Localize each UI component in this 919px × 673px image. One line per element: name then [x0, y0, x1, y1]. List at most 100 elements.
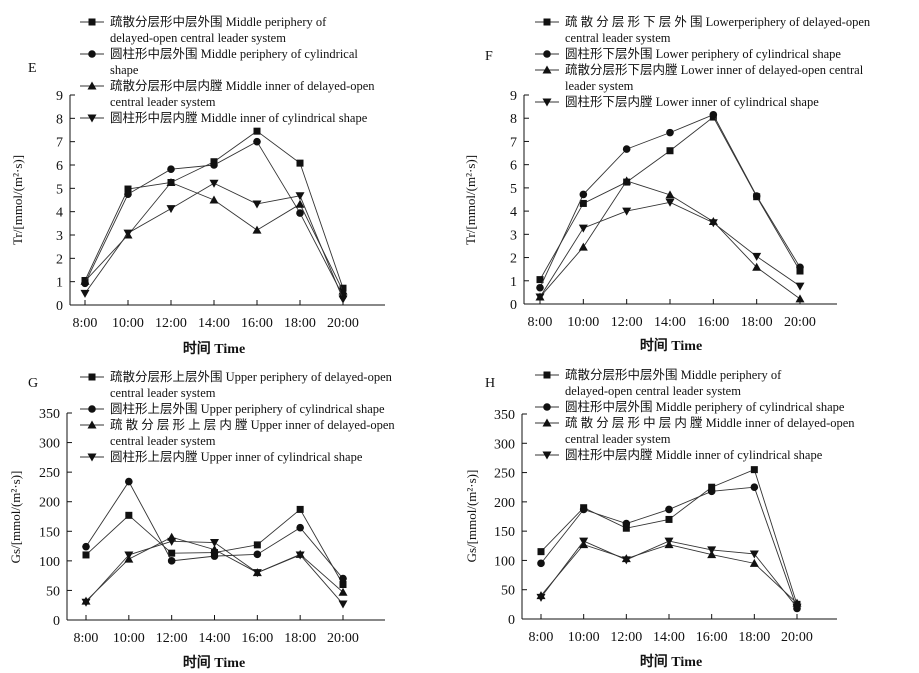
- x-tick-label: 18:00: [738, 630, 770, 645]
- x-tick-label: 12:00: [156, 631, 188, 646]
- legend-label: 疏散分层形中层外围 Middle periphery of: [565, 367, 782, 382]
- data-point: [707, 546, 717, 555]
- legend-label: central leader system: [110, 434, 216, 448]
- data-point: [82, 551, 90, 559]
- data-point: [579, 190, 588, 199]
- data-point: [124, 185, 132, 193]
- data-point: [253, 550, 262, 559]
- data-point: [795, 282, 805, 291]
- data-point: [253, 137, 261, 146]
- legend-label: 圆柱形上层外围 Upper periphery of cylindrical s…: [110, 401, 385, 416]
- data-point: [709, 110, 718, 119]
- legend-item: 疏 散 分 层 形 中 层 内 膛 Middle inner of delaye…: [535, 415, 855, 446]
- x-tick-label: 8:00: [528, 315, 553, 330]
- y-tick-label: 4: [56, 206, 63, 221]
- legend-marker: [87, 114, 97, 123]
- legend-marker: [87, 81, 97, 90]
- y-axis-label: Tr/[mmol/(m²·s)]: [463, 155, 478, 245]
- legend-label: 疏 散 分 层 形 上 层 内 膛 Upper inner of delayed…: [110, 417, 395, 432]
- data-point: [81, 598, 91, 607]
- data-point: [622, 145, 631, 153]
- series-3: [536, 540, 802, 607]
- x-axis-label: 时间 Time: [640, 337, 702, 354]
- data-point: [792, 603, 802, 612]
- data-point: [665, 515, 673, 523]
- data-point: [80, 276, 90, 285]
- x-tick-label: 20:00: [327, 316, 359, 331]
- data-point: [750, 466, 758, 474]
- data-point: [209, 179, 219, 188]
- x-tick-label: 14:00: [653, 630, 685, 645]
- data-point: [338, 587, 348, 596]
- data-point: [167, 537, 177, 546]
- y-tick-label: 250: [39, 466, 60, 481]
- data-point: [253, 127, 261, 135]
- y-tick-label: 3: [56, 229, 63, 244]
- data-point: [168, 549, 176, 557]
- legend-marker: [88, 50, 96, 58]
- data-point: [622, 207, 632, 216]
- data-point: [167, 165, 175, 173]
- data-point: [579, 537, 589, 546]
- chart-panel-g: G 0 50 100 150 200 250 300 350 8:00 10:00 12:00 14:0…: [8, 369, 395, 671]
- legend-label: 圆柱形中层外围 Middle periphery of cylindrical …: [565, 399, 845, 414]
- series-line: [539, 180, 801, 300]
- legend-label: 圆柱形中层外围 Middle periphery of cylindrical: [110, 46, 358, 61]
- x-tick-label: 8:00: [74, 631, 99, 646]
- x-tick-label: 8:00: [529, 630, 554, 645]
- data-point: [622, 519, 631, 528]
- legend: 疏散分层形中层外围 Middle periphery of delayed-ope…: [535, 367, 855, 462]
- legend-marker: [87, 453, 97, 462]
- x-axis-label: 时间 Time: [183, 654, 245, 671]
- series-1: [537, 466, 801, 608]
- series-line: [85, 480, 344, 579]
- x-tick-label: 18:00: [741, 315, 773, 330]
- legend-item: 圆柱形中层外围 Middle periphery of cylindrical s…: [80, 46, 358, 77]
- legend-item: 疏 散 分 层 形 上 层 内 膛 Upper inner of delayed…: [80, 417, 395, 448]
- data-point: [296, 209, 304, 217]
- data-point: [622, 176, 632, 185]
- x-tick-label: 10:00: [568, 630, 600, 645]
- legend: 疏散分层形中层外围 Middle periphery of delayed-ope…: [80, 14, 375, 125]
- data-point: [339, 574, 347, 583]
- data-point: [536, 283, 544, 292]
- y-tick-label: 3: [510, 228, 517, 243]
- data-point: [125, 477, 133, 486]
- x-axis-label: 时间 Time: [640, 653, 702, 670]
- legend-label: 疏散分层形上层外围 Upper periphery of delayed-ope…: [110, 369, 393, 384]
- y-tick-label: 300: [39, 437, 60, 452]
- x-tick-label: 10:00: [113, 631, 145, 646]
- data-point: [124, 190, 132, 198]
- legend-item: 圆柱形中层内膛 Middle inner of cylindrical shap…: [80, 110, 368, 125]
- legend-label: central leader system: [110, 386, 216, 400]
- data-point: [338, 286, 348, 295]
- y-axis-label: Gs/[mmol/(m²·s)]: [464, 470, 479, 563]
- series-4: [80, 179, 348, 304]
- y-tick-label: 6: [510, 159, 517, 174]
- legend-item: 疏散分层形中层外围 Middle periphery of delayed-ope…: [535, 367, 782, 398]
- y-axis-label: Tr/[mmol/(m²·s)]: [10, 155, 25, 245]
- legend-label: delayed-open central leader system: [110, 31, 286, 45]
- data-point: [536, 276, 544, 284]
- series-line: [84, 130, 344, 289]
- legend-label: 疏散分层形下层内膛 Lower inner of delayed-open ce…: [565, 62, 864, 77]
- data-point: [339, 581, 347, 589]
- legend-label: central leader system: [565, 432, 671, 446]
- x-tick-label: 16:00: [241, 631, 273, 646]
- legend-item: 疏散分层形中层内膛 Middle inner of delayed-open ce…: [80, 78, 375, 109]
- y-tick-label: 0: [510, 298, 517, 313]
- data-point: [537, 559, 545, 568]
- x-tick-label: 18:00: [284, 316, 316, 331]
- data-point: [665, 505, 673, 514]
- legend-item: 圆柱形上层外围 Upper periphery of cylindrical s…: [80, 401, 385, 416]
- panel-label: G: [28, 376, 38, 391]
- data-point: [296, 523, 304, 532]
- legend-label: 圆柱形上层内膛 Upper inner of cylindrical shape: [110, 449, 363, 464]
- data-point: [796, 263, 804, 272]
- legend-marker: [88, 405, 96, 413]
- series-4: [535, 198, 805, 302]
- series-2: [537, 483, 801, 613]
- legend-label: 疏散分层形中层外围 Middle periphery of: [110, 14, 327, 29]
- data-point: [125, 511, 133, 519]
